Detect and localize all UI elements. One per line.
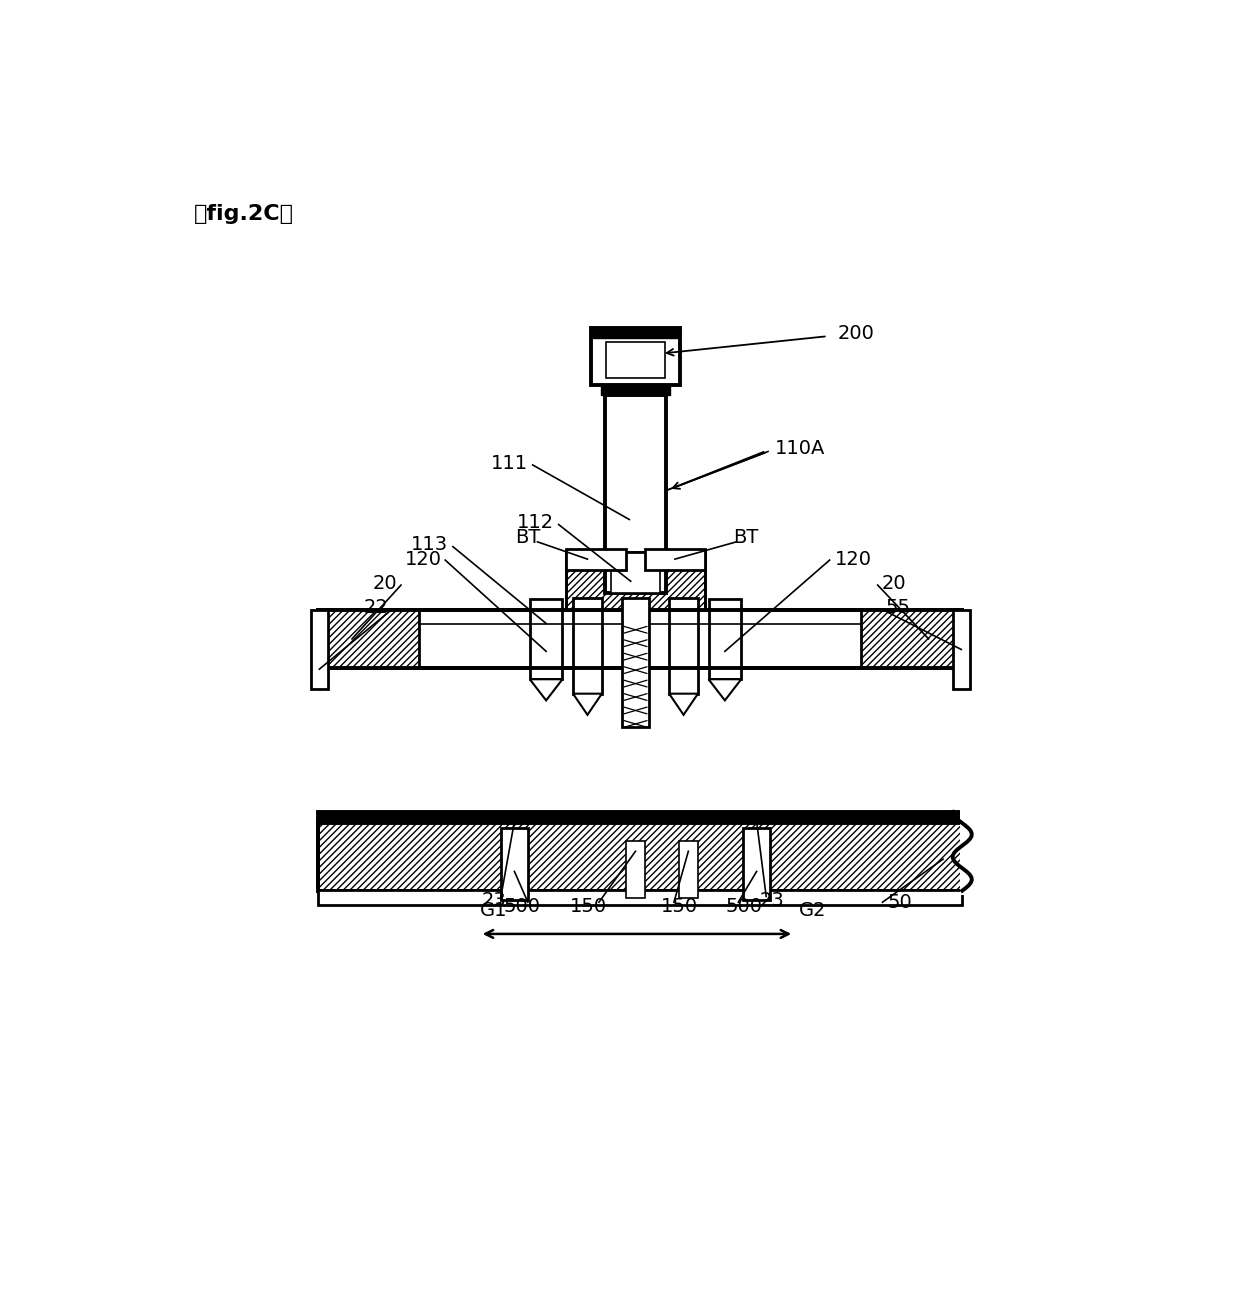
Bar xyxy=(319,812,962,890)
Text: 112: 112 xyxy=(517,514,554,532)
Bar xyxy=(567,553,704,610)
Text: 110A: 110A xyxy=(775,439,826,459)
Bar xyxy=(567,549,626,570)
Bar xyxy=(862,610,962,668)
Bar xyxy=(605,395,666,593)
Bar xyxy=(319,610,962,668)
Bar xyxy=(419,614,862,663)
Bar xyxy=(708,600,742,680)
Bar xyxy=(529,600,563,680)
Text: 150: 150 xyxy=(661,897,698,915)
Text: 120: 120 xyxy=(404,550,441,569)
Bar xyxy=(626,840,645,898)
Bar xyxy=(319,610,962,668)
Text: 50: 50 xyxy=(888,893,913,912)
Bar xyxy=(952,610,970,689)
Text: 113: 113 xyxy=(410,535,448,554)
Text: 20: 20 xyxy=(372,574,397,592)
Text: BT: BT xyxy=(515,528,541,546)
Text: 23: 23 xyxy=(482,891,507,910)
Text: 23: 23 xyxy=(760,891,785,910)
Bar xyxy=(610,553,661,593)
Text: 55: 55 xyxy=(885,597,910,617)
Text: 【fig.2C】: 【fig.2C】 xyxy=(193,204,294,223)
Text: 500: 500 xyxy=(503,897,541,915)
Text: 200: 200 xyxy=(837,324,874,342)
Polygon shape xyxy=(529,680,563,701)
Bar xyxy=(605,342,666,379)
Bar xyxy=(743,829,770,901)
Text: 22: 22 xyxy=(363,597,388,617)
Bar xyxy=(591,328,680,339)
Bar xyxy=(311,610,327,689)
Bar xyxy=(319,890,962,904)
Text: BT: BT xyxy=(733,528,759,546)
Bar xyxy=(573,597,601,694)
Text: G2: G2 xyxy=(799,901,826,920)
Text: 111: 111 xyxy=(491,454,528,473)
Bar xyxy=(567,553,704,610)
Text: 120: 120 xyxy=(835,550,872,569)
Bar xyxy=(601,386,670,395)
Bar xyxy=(319,610,419,668)
Text: G1: G1 xyxy=(480,901,507,920)
Text: 20: 20 xyxy=(882,574,906,592)
Polygon shape xyxy=(708,680,742,701)
Bar xyxy=(645,549,704,570)
Bar xyxy=(319,823,962,890)
Bar xyxy=(678,840,698,898)
Text: 500: 500 xyxy=(725,897,763,915)
Text: 150: 150 xyxy=(570,897,606,915)
Bar xyxy=(501,829,528,901)
Polygon shape xyxy=(670,694,698,715)
Bar xyxy=(670,597,698,694)
Polygon shape xyxy=(573,694,601,715)
Bar xyxy=(622,597,649,727)
Bar xyxy=(591,328,680,386)
Bar xyxy=(319,812,962,823)
Bar xyxy=(960,806,1008,895)
